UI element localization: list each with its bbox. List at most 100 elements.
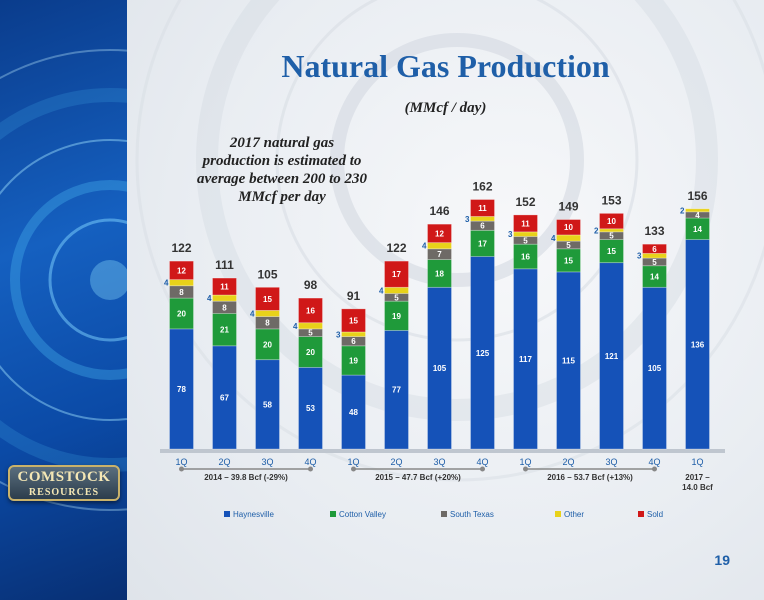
segment-value-label: 125 bbox=[476, 349, 490, 358]
bar-segment-sold bbox=[212, 277, 237, 296]
category-tick-label: 1Q bbox=[347, 457, 359, 467]
category-tick-label: 4Q bbox=[476, 457, 488, 467]
legend-swatch-cotton-valley bbox=[330, 511, 336, 517]
segment-value-label: 5 bbox=[566, 241, 571, 250]
segment-value-label: 8 bbox=[222, 303, 227, 312]
segment-value-label: 4 bbox=[422, 242, 427, 251]
bar-segment-cotton-valley bbox=[427, 259, 452, 288]
page-subtitle: (MMcf / day) bbox=[404, 100, 487, 116]
bar-segment-cotton-valley bbox=[341, 345, 366, 376]
segment-value-label: 115 bbox=[562, 356, 575, 365]
segment-value-label: 18 bbox=[435, 269, 444, 278]
segment-value-label: 8 bbox=[265, 319, 270, 328]
category-tick-label: 3Q bbox=[605, 457, 617, 467]
segment-value-label: 16 bbox=[306, 306, 315, 315]
segment-value-label: 6 bbox=[351, 337, 356, 346]
segment-value-label: 121 bbox=[605, 352, 619, 361]
segment-value-label: 6 bbox=[652, 245, 657, 254]
bar-total-label: 153 bbox=[601, 193, 621, 207]
bar-total-label: 111 bbox=[215, 258, 234, 272]
legend-label: Sold bbox=[647, 510, 663, 519]
bar-segment-sold bbox=[384, 260, 409, 288]
group-bracket-start bbox=[179, 466, 184, 472]
segment-value-label: 17 bbox=[478, 239, 487, 248]
bar-segment-sold bbox=[599, 212, 624, 230]
segment-value-label: 5 bbox=[394, 293, 399, 302]
group-label: 2016 – 53.7 Bcf (+13%) bbox=[547, 473, 633, 482]
segment-value-label: 4 bbox=[207, 294, 212, 303]
bar-segment-other bbox=[599, 228, 624, 233]
bar-segment-haynesville bbox=[212, 345, 237, 450]
bar-total-label: 146 bbox=[429, 204, 449, 218]
legend-label: Cotton Valley bbox=[339, 510, 386, 519]
segment-value-label: 105 bbox=[648, 364, 662, 373]
logo-text-1: COMSTOCK bbox=[17, 469, 111, 485]
bar-segment-cotton-valley bbox=[212, 313, 237, 347]
forecast-note: 2017 natural gas production is estimated… bbox=[197, 135, 367, 205]
bar-segment-haynesville bbox=[470, 256, 495, 450]
segment-value-label: 19 bbox=[349, 356, 358, 365]
page-title: Natural Gas Production bbox=[281, 48, 610, 84]
bar-total-label: 162 bbox=[472, 180, 492, 194]
bar-segment-sold bbox=[556, 219, 581, 236]
segment-value-label: 7 bbox=[437, 250, 442, 259]
legend-swatch-other bbox=[555, 511, 561, 517]
segment-value-label: 48 bbox=[349, 408, 358, 417]
category-tick-label: 1Q bbox=[519, 457, 531, 467]
category-tick-label: 1Q bbox=[175, 457, 187, 467]
group-bracket-end bbox=[652, 466, 657, 472]
segment-value-label: 117 bbox=[519, 355, 532, 364]
legend-swatch-south-texas bbox=[441, 511, 447, 517]
bar-segment-haynesville bbox=[513, 268, 538, 450]
segment-value-label: 6 bbox=[480, 222, 485, 231]
group-bracket-end bbox=[308, 466, 313, 472]
category-tick-label: 4Q bbox=[648, 457, 660, 467]
category-tick-label: 2Q bbox=[562, 457, 574, 467]
chart-baseline bbox=[160, 449, 725, 453]
legend-label: Haynesville bbox=[233, 510, 274, 519]
category-tick-label: 2Q bbox=[218, 457, 230, 467]
bar-segment-sold bbox=[341, 308, 366, 333]
segment-value-label: 5 bbox=[523, 236, 528, 245]
segment-value-label: 14 bbox=[693, 225, 702, 234]
group-label: 14.0 Bcf bbox=[682, 483, 713, 492]
bar-segment-haynesville bbox=[427, 286, 452, 450]
segment-value-label: 4 bbox=[293, 322, 298, 331]
segment-value-label: 5 bbox=[652, 258, 657, 267]
segment-value-label: 11 bbox=[478, 204, 487, 213]
group-bracket-end bbox=[480, 466, 485, 472]
bar-total-label: 98 bbox=[304, 278, 318, 292]
segment-value-label: 2 bbox=[594, 226, 599, 235]
category-tick-label: 3Q bbox=[433, 457, 445, 467]
category-tick-label: 2Q bbox=[390, 457, 402, 467]
bar-segment-sold bbox=[470, 199, 495, 217]
segment-value-label: 4 bbox=[164, 279, 169, 288]
segment-value-label: 77 bbox=[392, 386, 401, 395]
segment-value-label: 105 bbox=[433, 364, 447, 373]
bar-segment-other bbox=[341, 331, 366, 337]
bar-segment-other bbox=[298, 322, 323, 330]
segment-value-label: 4 bbox=[695, 211, 700, 220]
segment-value-label: 67 bbox=[220, 393, 229, 402]
bar-total-label: 105 bbox=[257, 267, 277, 281]
company-logo: COMSTOCK RESOURCES bbox=[8, 465, 120, 501]
bar-segment-haynesville bbox=[556, 271, 581, 450]
bar-segment-other bbox=[556, 234, 581, 242]
segment-value-label: 4 bbox=[250, 309, 255, 318]
segment-value-label: 3 bbox=[508, 230, 513, 239]
bar-segment-sold bbox=[298, 297, 323, 324]
segment-value-label: 58 bbox=[263, 400, 272, 409]
segment-value-label: 16 bbox=[521, 253, 530, 262]
segment-value-label: 3 bbox=[637, 252, 642, 261]
segment-value-label: 11 bbox=[220, 283, 229, 292]
bar-total-label: 133 bbox=[644, 224, 664, 238]
segment-value-label: 3 bbox=[465, 215, 470, 224]
segment-value-label: 4 bbox=[551, 234, 556, 243]
segment-value-label: 19 bbox=[392, 312, 401, 321]
bar-segment-other bbox=[685, 208, 710, 213]
bar-segment-other bbox=[513, 231, 538, 237]
bar-total-label: 156 bbox=[687, 189, 707, 203]
legend-swatch-haynesville bbox=[224, 511, 230, 517]
bar-segment-cotton-valley bbox=[298, 336, 323, 368]
